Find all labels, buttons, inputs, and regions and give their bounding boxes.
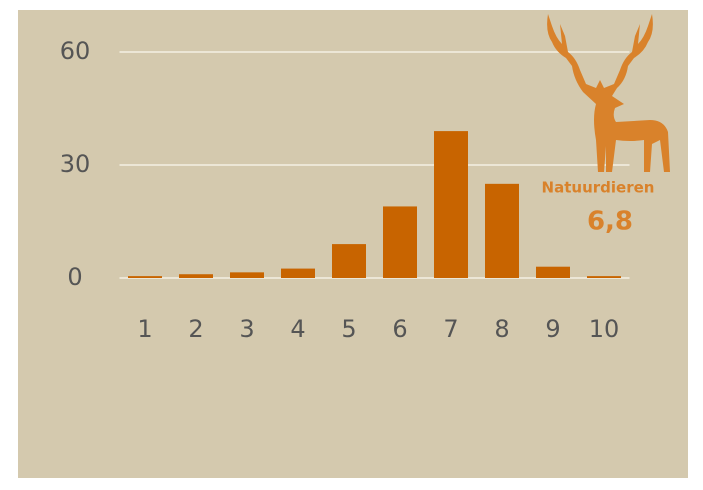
bar — [281, 268, 315, 278]
annotation-label: Natuurdieren — [542, 179, 655, 197]
x-tick-label: 5 — [341, 315, 356, 343]
x-tick-label: 8 — [494, 315, 509, 343]
bar — [332, 244, 366, 278]
x-tick-label: 1 — [137, 315, 152, 343]
x-tick-label: 2 — [188, 315, 203, 343]
annotation-value: 6,8 — [587, 207, 633, 237]
y-tick-label: 30 — [60, 150, 91, 178]
y-tick-label: 60 — [60, 37, 91, 65]
x-tick-label: 6 — [392, 315, 407, 343]
bar — [179, 274, 213, 278]
bar — [230, 272, 264, 278]
y-tick-label: 0 — [67, 263, 82, 291]
bar — [128, 276, 162, 278]
x-tick-label: 4 — [290, 315, 305, 343]
background — [18, 10, 688, 478]
bar — [536, 266, 570, 278]
bar — [383, 206, 417, 278]
bar — [587, 276, 621, 278]
x-tick-label: 10 — [589, 315, 620, 343]
x-tick-label: 3 — [239, 315, 254, 343]
bar — [434, 131, 468, 278]
bar — [485, 183, 519, 278]
deer-icon — [547, 14, 670, 172]
x-tick-label: 9 — [545, 315, 560, 343]
x-tick-label: 7 — [443, 315, 458, 343]
